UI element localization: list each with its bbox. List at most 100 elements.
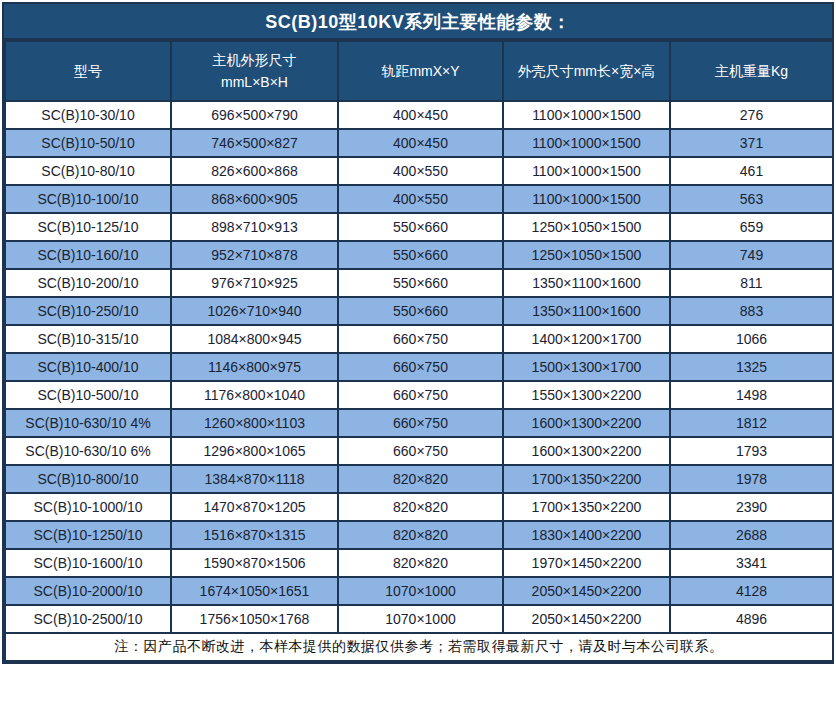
cell-model: SC(B)10-630/10 4% xyxy=(5,409,171,437)
cell-weight: 2390 xyxy=(670,493,833,521)
cell-shell-size: 1100×1000×1500 xyxy=(503,101,670,129)
col-header-shell-size: 外壳尺寸mm长×宽×高 xyxy=(503,41,670,101)
cell-rail-gauge: 400×550 xyxy=(338,185,503,213)
cell-shell-size: 1830×1400×2200 xyxy=(503,521,670,549)
cell-shell-size: 1250×1050×1500 xyxy=(503,241,670,269)
cell-model: SC(B)10-125/10 xyxy=(5,213,171,241)
cell-rail-gauge: 820×820 xyxy=(338,549,503,577)
table-row: SC(B)10-200/10976×710×925550×6601350×110… xyxy=(5,269,833,297)
cell-weight: 4896 xyxy=(670,605,833,633)
cell-unit-dimensions: 1026×710×940 xyxy=(171,297,338,325)
table-row: SC(B)10-100/10868×600×905400×5501100×100… xyxy=(5,185,833,213)
cell-shell-size: 1500×1300×1700 xyxy=(503,353,670,381)
cell-weight: 1066 xyxy=(670,325,833,353)
cell-model: SC(B)10-30/10 xyxy=(5,101,171,129)
cell-weight: 811 xyxy=(670,269,833,297)
cell-unit-dimensions: 1516×870×1315 xyxy=(171,521,338,549)
cell-unit-dimensions: 1674×1050×1651 xyxy=(171,577,338,605)
cell-unit-dimensions: 952×710×878 xyxy=(171,241,338,269)
cell-unit-dimensions: 976×710×925 xyxy=(171,269,338,297)
cell-model: SC(B)10-2500/10 xyxy=(5,605,171,633)
cell-weight: 276 xyxy=(670,101,833,129)
cell-unit-dimensions: 826×600×868 xyxy=(171,157,338,185)
cell-weight: 659 xyxy=(670,213,833,241)
cell-shell-size: 1100×1000×1500 xyxy=(503,185,670,213)
page-title: SC(B)10型10KV系列主要性能参数： xyxy=(4,4,832,40)
col-header-unit-dimensions-line1: 主机外形尺寸 xyxy=(213,52,297,68)
cell-model: SC(B)10-200/10 xyxy=(5,269,171,297)
cell-weight: 1498 xyxy=(670,381,833,409)
table-row: SC(B)10-250/101026×710×940550×6601350×11… xyxy=(5,297,833,325)
cell-model: SC(B)10-500/10 xyxy=(5,381,171,409)
cell-rail-gauge: 550×660 xyxy=(338,269,503,297)
cell-model: SC(B)10-50/10 xyxy=(5,129,171,157)
table-row: SC(B)10-160/10952×710×878550×6601250×105… xyxy=(5,241,833,269)
cell-weight: 2688 xyxy=(670,521,833,549)
cell-shell-size: 1350×1100×1600 xyxy=(503,297,670,325)
cell-rail-gauge: 660×750 xyxy=(338,353,503,381)
cell-weight: 1978 xyxy=(670,465,833,493)
table-header: 型号 主机外形尺寸 mmL×B×H 轨距mmX×Y 外壳尺寸mm长×宽×高 主机… xyxy=(5,41,833,101)
cell-shell-size: 1350×1100×1600 xyxy=(503,269,670,297)
cell-rail-gauge: 400×450 xyxy=(338,101,503,129)
cell-unit-dimensions: 1176×800×1040 xyxy=(171,381,338,409)
cell-rail-gauge: 550×660 xyxy=(338,241,503,269)
cell-weight: 1812 xyxy=(670,409,833,437)
table-row: SC(B)10-800/101384×870×1118820×8201700×1… xyxy=(5,465,833,493)
cell-rail-gauge: 820×820 xyxy=(338,521,503,549)
table-row: SC(B)10-2500/101756×1050×17681070×100020… xyxy=(5,605,833,633)
cell-shell-size: 1700×1350×2200 xyxy=(503,465,670,493)
table-row: SC(B)10-400/101146×800×975660×7501500×13… xyxy=(5,353,833,381)
cell-rail-gauge: 660×750 xyxy=(338,381,503,409)
cell-rail-gauge: 550×660 xyxy=(338,297,503,325)
cell-model: SC(B)10-630/10 6% xyxy=(5,437,171,465)
cell-rail-gauge: 660×750 xyxy=(338,409,503,437)
cell-rail-gauge: 660×750 xyxy=(338,437,503,465)
cell-weight: 1325 xyxy=(670,353,833,381)
cell-rail-gauge: 660×750 xyxy=(338,325,503,353)
table-row: SC(B)10-1000/101470×870×1205820×8201700×… xyxy=(5,493,833,521)
cell-model: SC(B)10-80/10 xyxy=(5,157,171,185)
footer-note: 注：因产品不断改进，本样本提供的数据仅供参考；若需取得最新尺寸，请及时与本公司联… xyxy=(5,633,833,661)
cell-model: SC(B)10-250/10 xyxy=(5,297,171,325)
table-row: SC(B)10-500/101176×800×1040660×7501550×1… xyxy=(5,381,833,409)
cell-unit-dimensions: 1470×870×1205 xyxy=(171,493,338,521)
table-row: SC(B)10-2000/101674×1050×16511070×100020… xyxy=(5,577,833,605)
table-row: SC(B)10-1250/101516×870×1315820×8201830×… xyxy=(5,521,833,549)
cell-unit-dimensions: 898×710×913 xyxy=(171,213,338,241)
cell-unit-dimensions: 746×500×827 xyxy=(171,129,338,157)
cell-weight: 1793 xyxy=(670,437,833,465)
cell-model: SC(B)10-800/10 xyxy=(5,465,171,493)
table-body: SC(B)10-30/10696×500×790400×4501100×1000… xyxy=(5,101,833,633)
cell-shell-size: 1250×1050×1500 xyxy=(503,213,670,241)
spec-table: 型号 主机外形尺寸 mmL×B×H 轨距mmX×Y 外壳尺寸mm长×宽×高 主机… xyxy=(4,40,834,662)
table-row: SC(B)10-315/101084×800×945660×7501400×12… xyxy=(5,325,833,353)
cell-shell-size: 1600×1300×2200 xyxy=(503,409,670,437)
table-row: SC(B)10-125/10898×710×913550×6601250×105… xyxy=(5,213,833,241)
cell-model: SC(B)10-160/10 xyxy=(5,241,171,269)
table-row: SC(B)10-630/10 4%1260×800×1103660×750160… xyxy=(5,409,833,437)
cell-shell-size: 1400×1200×1700 xyxy=(503,325,670,353)
cell-model: SC(B)10-2000/10 xyxy=(5,577,171,605)
col-header-model: 型号 xyxy=(5,41,171,101)
cell-shell-size: 2050×1450×2200 xyxy=(503,577,670,605)
cell-rail-gauge: 1070×1000 xyxy=(338,577,503,605)
header-row: 型号 主机外形尺寸 mmL×B×H 轨距mmX×Y 外壳尺寸mm长×宽×高 主机… xyxy=(5,41,833,101)
cell-model: SC(B)10-315/10 xyxy=(5,325,171,353)
cell-weight: 461 xyxy=(670,157,833,185)
cell-weight: 3341 xyxy=(670,549,833,577)
table-row: SC(B)10-80/10826×600×868400×5501100×1000… xyxy=(5,157,833,185)
cell-shell-size: 1550×1300×2200 xyxy=(503,381,670,409)
cell-rail-gauge: 400×550 xyxy=(338,157,503,185)
table-row: SC(B)10-630/10 6%1296×800×1065660×750160… xyxy=(5,437,833,465)
cell-rail-gauge: 820×820 xyxy=(338,493,503,521)
table-row: SC(B)10-50/10746×500×827400×4501100×1000… xyxy=(5,129,833,157)
footer-row: 注：因产品不断改进，本样本提供的数据仅供参考；若需取得最新尺寸，请及时与本公司联… xyxy=(5,633,833,661)
cell-shell-size: 1100×1000×1500 xyxy=(503,129,670,157)
cell-unit-dimensions: 1296×800×1065 xyxy=(171,437,338,465)
table-row: SC(B)10-30/10696×500×790400×4501100×1000… xyxy=(5,101,833,129)
cell-weight: 749 xyxy=(670,241,833,269)
cell-shell-size: 1600×1300×2200 xyxy=(503,437,670,465)
cell-weight: 563 xyxy=(670,185,833,213)
cell-rail-gauge: 400×450 xyxy=(338,129,503,157)
